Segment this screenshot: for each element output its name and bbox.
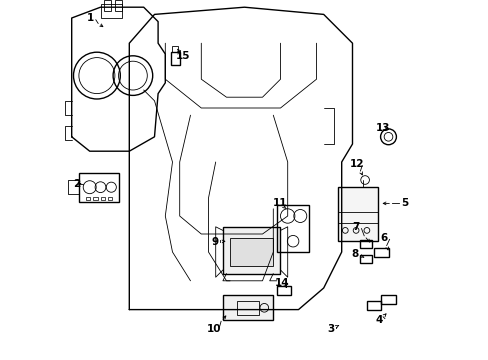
Bar <box>101 197 104 200</box>
Text: 12: 12 <box>349 159 364 169</box>
Text: 4: 4 <box>375 315 383 325</box>
Text: 1: 1 <box>86 13 94 23</box>
Bar <box>172 46 178 52</box>
Bar <box>107 197 112 200</box>
Bar <box>170 52 179 65</box>
Bar <box>366 301 381 310</box>
Text: 2: 2 <box>73 179 81 189</box>
Bar <box>86 197 90 200</box>
Bar <box>276 286 291 295</box>
Text: 9: 9 <box>211 237 218 247</box>
Text: 6: 6 <box>380 233 387 243</box>
Text: 13: 13 <box>375 123 389 133</box>
Bar <box>93 197 98 200</box>
Bar <box>104 0 111 11</box>
Bar <box>359 240 371 248</box>
Bar <box>101 4 122 18</box>
Text: 5: 5 <box>400 198 407 208</box>
Bar <box>237 301 258 315</box>
Text: 14: 14 <box>274 278 289 288</box>
Text: 8: 8 <box>351 249 358 259</box>
Bar <box>230 238 273 266</box>
Text: 15: 15 <box>176 51 190 61</box>
Bar <box>359 255 371 263</box>
Bar <box>223 227 280 274</box>
Bar <box>223 295 273 320</box>
Bar <box>276 205 309 252</box>
Text: 10: 10 <box>206 324 221 334</box>
Text: 7: 7 <box>352 222 359 232</box>
Bar <box>381 295 395 304</box>
Bar <box>373 248 387 257</box>
Text: 11: 11 <box>272 198 286 208</box>
Text: 3: 3 <box>326 324 334 334</box>
Bar <box>79 173 118 202</box>
Bar <box>337 187 377 241</box>
Bar <box>115 0 122 11</box>
